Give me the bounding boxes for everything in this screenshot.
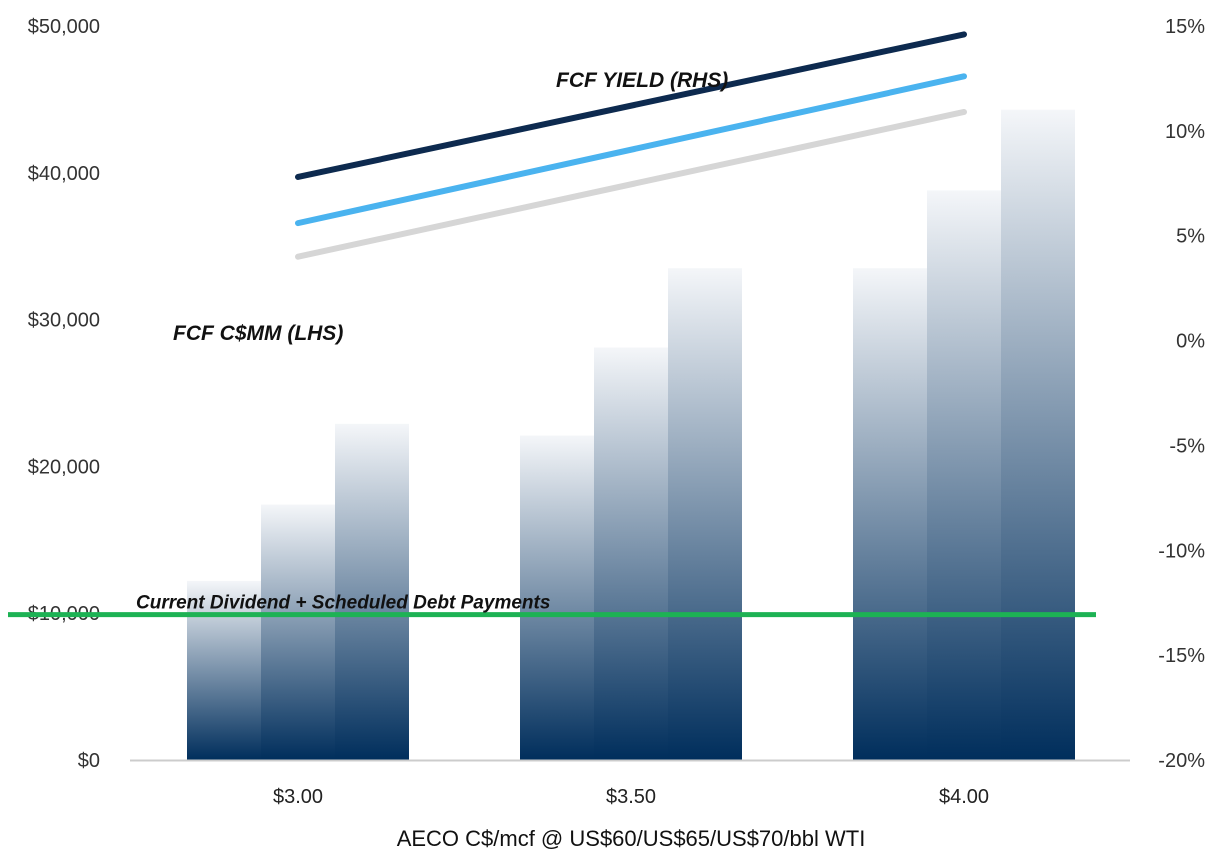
axes: $0$10,000$20,000$30,000$40,000$50,000-20… xyxy=(28,16,1206,851)
bar-1-1 xyxy=(187,580,261,760)
x-axis-title: AECO C$/mcf @ US$60/US$65/US$70/bbl WTI xyxy=(397,826,866,851)
right-y-tick-label: -15% xyxy=(1158,645,1205,667)
bar-group xyxy=(187,109,1075,760)
rhs-annotation: FCF YIELD (RHS) xyxy=(556,69,728,92)
reference-line-label: Current Dividend + Scheduled Debt Paymen… xyxy=(136,593,550,614)
x-tick-label: $4.00 xyxy=(939,786,989,808)
x-tick-label: $3.50 xyxy=(606,786,656,808)
yield-lines xyxy=(8,31,1096,618)
left-y-tick-label: $20,000 xyxy=(28,456,100,478)
bar-3-3 xyxy=(1001,109,1075,760)
bar-2-3 xyxy=(668,268,742,760)
left-y-tick-label: $40,000 xyxy=(28,163,100,185)
chart-labels: Current Dividend + Scheduled Debt Paymen… xyxy=(136,69,728,614)
left-y-tick-label: $30,000 xyxy=(28,310,100,332)
right-y-tick-label: 10% xyxy=(1165,121,1205,143)
right-y-tick-label: -5% xyxy=(1169,435,1205,457)
left-y-tick-label: $50,000 xyxy=(28,16,100,38)
bar-2-2 xyxy=(594,347,668,760)
yield-line-2 xyxy=(295,73,967,227)
right-y-tick-label: -20% xyxy=(1158,750,1205,772)
right-y-tick-label: -10% xyxy=(1158,540,1205,562)
bar-3-2 xyxy=(927,190,1001,760)
bar-1-3 xyxy=(335,423,409,760)
bar-3-1 xyxy=(853,268,927,760)
yield-line-1 xyxy=(295,31,967,180)
left-y-tick-label: $0 xyxy=(78,750,100,772)
right-y-tick-label: 15% xyxy=(1165,16,1205,38)
lhs-annotation: FCF C$MM (LHS) xyxy=(173,322,343,345)
bar-1-2 xyxy=(261,504,335,760)
right-y-tick-label: 5% xyxy=(1176,226,1205,248)
bar-2-1 xyxy=(520,435,594,760)
yield-line-3 xyxy=(295,108,967,260)
right-y-tick-label: 0% xyxy=(1176,331,1205,353)
x-tick-label: $3.00 xyxy=(273,786,323,808)
